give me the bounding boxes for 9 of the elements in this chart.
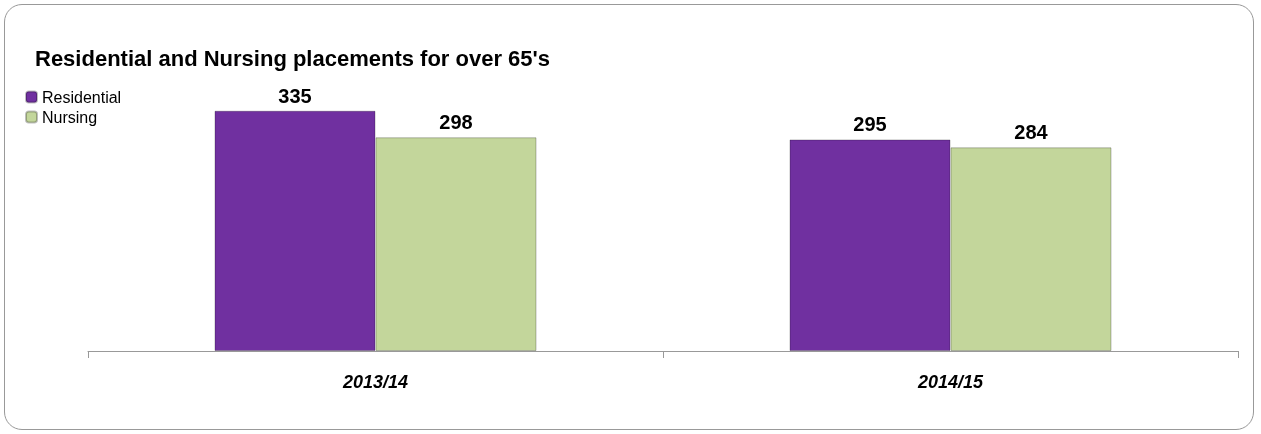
data-label: 335 xyxy=(278,84,312,107)
data-label: 295 xyxy=(853,113,887,136)
chart-title: Residential and Nursing placements for over 65's xyxy=(35,45,551,71)
data-label: 298 xyxy=(439,111,473,134)
legend-label: Nursing xyxy=(42,108,98,126)
x-tick-label: 2013/14 xyxy=(341,372,409,392)
x-tick-label: 2014/15 xyxy=(916,372,985,392)
legend-label: Residential xyxy=(42,88,122,106)
data-label: 284 xyxy=(1014,121,1049,144)
